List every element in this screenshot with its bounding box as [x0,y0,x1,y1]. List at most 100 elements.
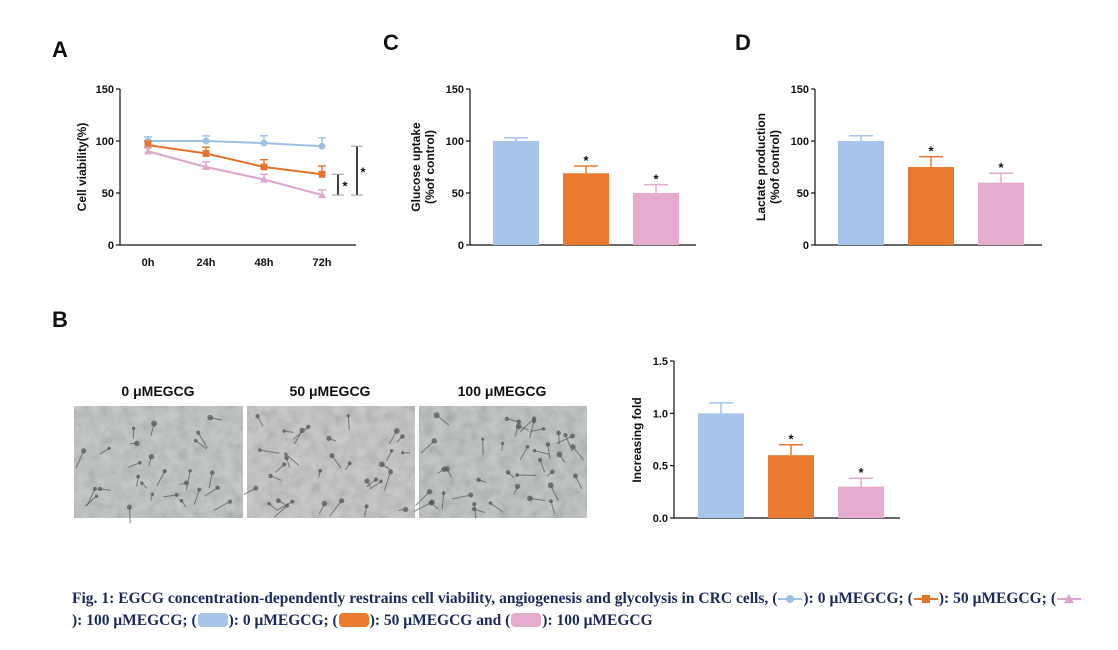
cell-process-stroke [420,440,435,454]
cell-process-stroke [572,446,584,461]
chart-c-ylabel-line-2: (%of control) [423,130,437,204]
chart-d-ylabel-line-2: (%of control) [768,130,782,204]
cell-body [428,500,434,506]
cell-process-stroke [547,443,551,459]
chart-a-xtick-label: 24h [197,257,216,269]
cell-process-stroke [195,440,207,450]
chart-b-ytick-label: 1.5 [653,356,668,368]
cell-process-stroke [293,426,309,440]
chart-d-bar [978,182,1024,245]
figure-caption: Fig. 1: EGCG concentration-dependently r… [72,588,1082,632]
cell-body [134,440,140,447]
chart-a-series-line [148,140,323,148]
cell-process-stroke [415,491,431,506]
caption-line-50: : 50 μMEGCG; [944,590,1047,607]
cell-body [476,477,481,483]
cell-process-stroke [328,500,343,517]
cell-body [255,413,260,419]
cell-body [193,438,198,443]
cell-process-stroke [75,450,85,469]
legend-line-circle-icon [778,595,803,603]
cell-body [488,501,493,505]
chart-b-ytick-label: 0.0 [653,513,668,525]
cell-body [227,499,233,504]
chart-a-point [260,139,268,147]
chart-c-ytick-label: 150 [446,84,464,96]
cell-body [284,452,288,456]
cell-process-stroke [275,463,285,473]
chart-a-xtick-label: 72h [313,257,332,269]
cell-body [527,495,533,502]
chart-a-point [202,137,210,145]
chart-a-point [144,147,152,155]
cell-body [431,438,438,444]
panel-letter-c: C [383,30,399,55]
cell-body [481,437,485,441]
cell-body [306,424,311,429]
chart-c-ytick-label: 100 [446,136,464,148]
cell-process-stroke [384,471,392,491]
cell-body [388,469,394,475]
cell-body [148,453,155,460]
chart-d-significance-label: * [928,144,934,159]
chart-d-ytick-label: 0 [803,240,809,252]
cell-body [514,483,521,490]
cell-body [257,448,262,452]
cell-process-stroke [163,494,178,498]
chart-a-significance-label: * [360,165,366,180]
chart-a-ytick-label: 0 [108,240,114,252]
panel-letter-b: B [52,307,68,332]
figure: A C D B Cell viability(%) 0 50 100 150 0h 24h… [52,30,1042,525]
chart-cell-viability: Cell viability(%) 0 50 100 150 0h 24h 48h 72h * * [75,84,366,269]
cell-body [433,412,440,419]
cell-body [339,498,345,504]
chart-lactate-production: Lactate production (%of control) 0 50 100 1… [754,84,1042,252]
cell-body [282,462,287,467]
cell-body [505,470,511,475]
chart-c-bar [633,193,679,245]
cell-body [215,485,220,490]
cell-body [150,492,155,496]
chart-a-point [202,150,210,157]
cell-process-stroke [268,503,278,511]
legend-line-triangle-icon [1056,594,1081,603]
cell-body [500,441,505,446]
cell-process-stroke [204,487,219,497]
cell-process-stroke [539,459,546,473]
chart-b-bar [768,455,814,518]
cell-body [140,481,144,485]
cell-body [290,499,295,504]
chart-a-ytick-label: 150 [96,84,114,96]
cell-process-stroke [519,446,529,461]
image-label-50: 50 μMEGCG [290,383,371,399]
cell-body [126,504,132,510]
cell-body [556,430,561,436]
cell-body [364,478,370,484]
cell-process-stroke [128,462,141,468]
image-label-100: 100 μMEGCG [458,383,547,399]
cell-process-stroke [529,420,535,439]
legend-line-square-icon [913,595,938,603]
chart-d-ytick-label: 150 [791,84,809,96]
panel-letter-d: D [735,30,751,55]
chart-a-point [318,170,326,178]
cell-process-stroke [259,449,280,454]
microscopy-images: 0 μMEGCG 50 μMEGCG 100 μMEGCG [74,383,587,524]
cell-body [400,434,405,439]
caption-bar-0: : 0 μMEGCG; [233,612,329,629]
cell-body [400,451,405,455]
cell-body [468,492,474,498]
chart-a-series-line [147,150,323,197]
cell-body [174,492,179,497]
chart-a-point [318,142,326,150]
cell-process-stroke [156,470,166,487]
cell-body [364,504,369,509]
cell-body [379,461,385,468]
cell-body [570,433,575,439]
cell-body [107,446,111,450]
chart-a-point [144,141,152,149]
cell-body [541,426,546,431]
cell-process-stroke [274,505,288,518]
cell-body [347,461,352,466]
cell-body [393,428,400,434]
